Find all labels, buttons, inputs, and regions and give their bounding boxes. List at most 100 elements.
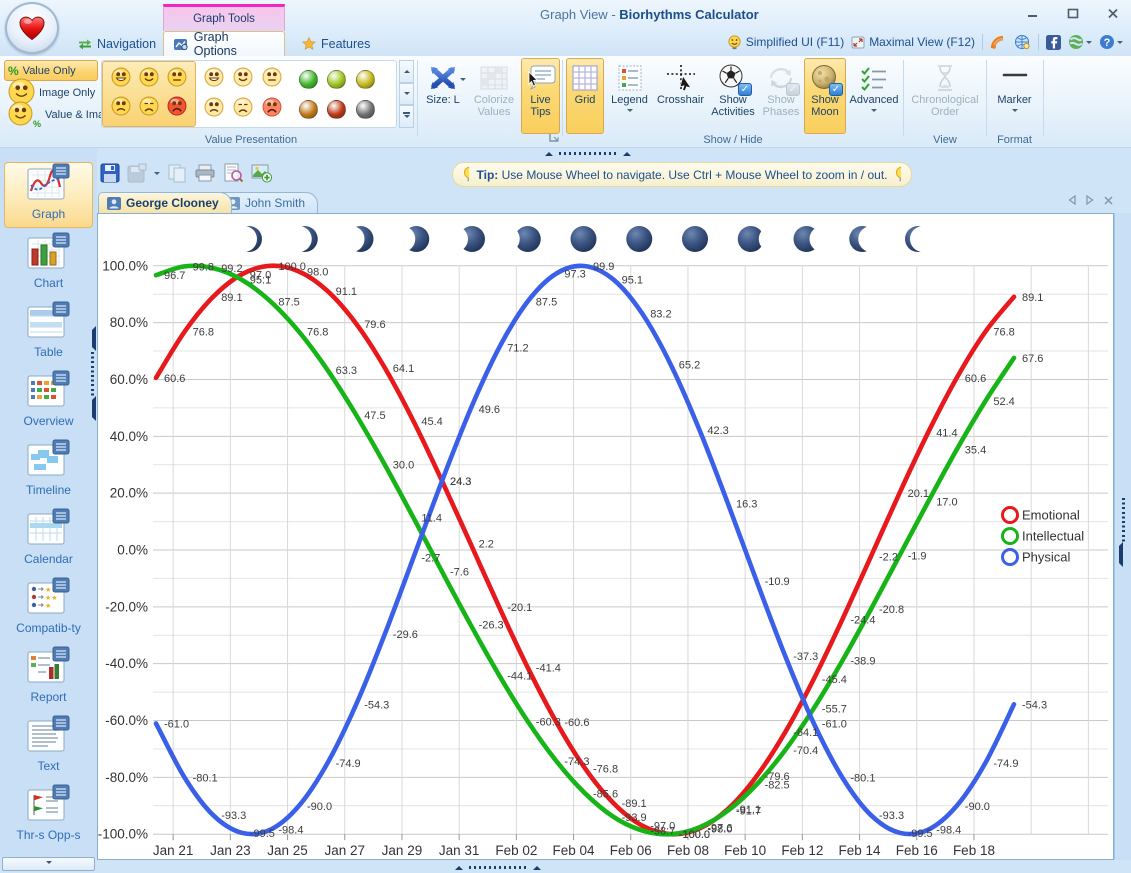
person-tab-john-smith[interactable]: John Smith <box>217 192 319 213</box>
help-menu[interactable]: ? <box>1099 34 1123 50</box>
sidebar-item-calendar[interactable]: Calendar <box>4 507 93 573</box>
size-button[interactable]: Size: L <box>420 58 466 134</box>
value-label-intellectual: 99.2 <box>221 263 242 275</box>
legend-label-emotional: Emotional <box>1022 508 1080 523</box>
y-axis-label: 0.0% <box>117 543 148 558</box>
sidebar-item-report[interactable]: Report <box>4 645 93 711</box>
sidebar-item-overview[interactable]: Overview <box>4 369 93 435</box>
horizontal-splitter-top[interactable] <box>545 148 631 159</box>
collapse-left-icon <box>88 396 96 421</box>
dialog-launcher-icon[interactable] <box>549 132 560 143</box>
print-preview-button[interactable] <box>223 163 244 183</box>
sidebar-splitter[interactable] <box>88 326 96 421</box>
maximal-view-toggle[interactable]: Maximal View (F12) <box>851 35 975 49</box>
sidebar-item-text[interactable]: Text <box>4 714 93 780</box>
value-label-intellectual: -26.3 <box>479 620 504 632</box>
value-label-physical: -98.4 <box>936 825 961 837</box>
sidebar-item-label: Thr-s Opp-s <box>16 828 81 842</box>
value-label-physical: -61.0 <box>164 718 189 730</box>
signal-icon[interactable] <box>990 35 1007 50</box>
moon-phase-icon <box>626 226 653 252</box>
value-presentation-option-value-image[interactable]: % Value & Image <box>4 101 116 129</box>
sidebar-item-threats[interactable]: Thr-s Opp-s <box>4 783 93 849</box>
chevron-down-icon[interactable] <box>154 171 160 178</box>
smiley-set-glossy[interactable] <box>102 61 196 127</box>
tab-navigation[interactable]: Navigation <box>68 31 166 56</box>
sidebar-item-label: Overview <box>23 414 74 428</box>
copy-button[interactable] <box>167 163 187 183</box>
live-tips-button[interactable]: Live Tips <box>521 58 560 134</box>
sidebar-item-table[interactable]: Table <box>4 300 93 366</box>
triangle-up-icon <box>533 862 541 870</box>
value-label-intellectual: 30.0 <box>393 460 414 472</box>
legend-swatch-intellectual <box>1001 527 1019 545</box>
value-label-intellectual: -7.6 <box>450 567 469 579</box>
tab-graph-options[interactable]: Graph Options <box>163 30 285 58</box>
facebook-icon[interactable] <box>1046 34 1061 50</box>
separator <box>903 60 904 136</box>
save-button[interactable] <box>100 163 120 183</box>
group-label-show-hide: Show / Hide <box>703 134 763 146</box>
gallery-scroll-down-button[interactable] <box>399 82 414 106</box>
right-splitter-strip[interactable] <box>1114 213 1131 860</box>
tab-close-button[interactable] <box>1104 195 1113 205</box>
minimize-button[interactable] <box>1025 6 1041 20</box>
series-physical-curve[interactable] <box>153 263 1017 837</box>
x-axis-label: Feb 14 <box>839 843 882 858</box>
separator <box>982 34 983 50</box>
advanced-button[interactable]: Advanced <box>848 58 900 134</box>
crosshair-button[interactable]: Crosshair <box>653 58 708 134</box>
simplified-ui-toggle[interactable]: Simplified UI (F11) <box>727 34 844 50</box>
svg-text:★★: ★★ <box>45 594 58 602</box>
collapse-left-icon <box>88 326 96 351</box>
biorhythm-chart[interactable]: 100.0% 80.0% 60.0% 40.0% 20.0% 0.0% -20.0% -40.… <box>98 214 1113 859</box>
gallery-scroll-up-button[interactable] <box>399 60 414 83</box>
value-label-intellectual: 76.8 <box>307 327 328 339</box>
person-tab-george-clooney[interactable]: George Clooney <box>98 192 232 213</box>
moon-phase-icon <box>682 226 708 252</box>
legend-button[interactable]: Legend <box>607 58 652 134</box>
show-moon-button[interactable]: ✓ Show Moon <box>804 58 846 134</box>
marker-button[interactable]: Marker <box>989 58 1040 134</box>
x-axis-label: Feb 08 <box>667 843 709 858</box>
tab-scroll-right-button[interactable] <box>1086 195 1094 205</box>
horizontal-splitter-bottom[interactable] <box>455 862 541 873</box>
y-axis-label: -60.0% <box>105 713 148 728</box>
sidebar-item-compat[interactable]: ★★★★★★Compatib-ty <box>4 576 93 642</box>
close-button[interactable] <box>1105 6 1121 20</box>
value-presentation-option-value-only[interactable]: % Value Only <box>4 60 98 81</box>
value-label-physical: 87.5 <box>536 296 557 308</box>
triangle-down-icon <box>403 114 410 121</box>
smiley-set-flat[interactable] <box>196 61 290 127</box>
series-intellectual-curve[interactable] <box>153 263 1017 837</box>
sidebar-overflow-button[interactable] <box>2 857 95 871</box>
sidebar-item-chart[interactable]: Chart <box>4 231 93 297</box>
save-as-button[interactable] <box>127 163 147 183</box>
value-presentation-option-image-only[interactable]: Image Only <box>4 78 98 104</box>
globe-search-icon[interactable] <box>1014 34 1031 50</box>
export-image-button[interactable] <box>251 163 273 183</box>
tab-scroll-left-button[interactable] <box>1068 195 1076 205</box>
x-axis-label: Feb 06 <box>610 843 652 858</box>
maximize-button[interactable] <box>1065 6 1081 20</box>
value-label-emotional: -20.1 <box>507 602 532 614</box>
value-label-physical: 42.3 <box>707 425 728 437</box>
smiley-percent-icon: % <box>8 101 41 129</box>
sidebar-item-graph[interactable]: Graph <box>4 162 93 228</box>
gallery-expand-button[interactable] <box>399 105 414 129</box>
value-label-emotional: 76.8 <box>193 327 214 339</box>
grid-button[interactable]: Grid <box>566 58 604 134</box>
app-heart-logo[interactable] <box>5 2 59 54</box>
document-toolbar <box>100 163 273 183</box>
series-emotional-curve[interactable] <box>153 263 1017 837</box>
value-label-physical: -90.0 <box>307 801 332 813</box>
value-label-intellectual: -82.5 <box>765 780 790 792</box>
web-menu[interactable] <box>1068 34 1092 50</box>
tab-features[interactable]: Features <box>292 31 380 56</box>
smiley-set-orbs[interactable] <box>290 61 384 127</box>
sidebar-item-timeline[interactable]: Timeline <box>4 438 93 504</box>
value-label-emotional: 89.1 <box>221 292 242 304</box>
print-button[interactable] <box>194 163 216 183</box>
show-activities-button[interactable]: ✓ Show Activities <box>709 58 757 134</box>
value-label-intellectual: 96.7 <box>164 270 185 282</box>
